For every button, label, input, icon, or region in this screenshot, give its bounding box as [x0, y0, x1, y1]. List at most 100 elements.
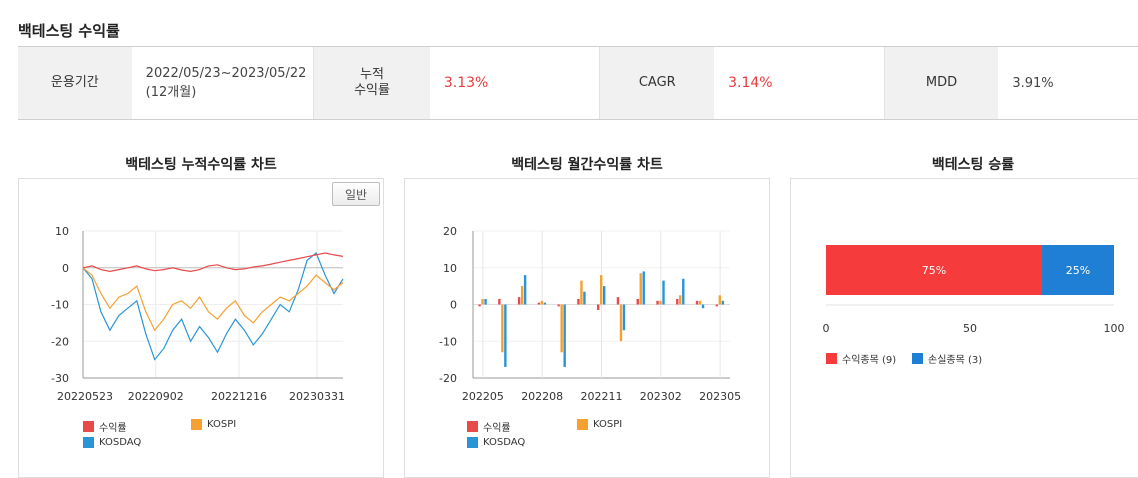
x-tick-label: 20221216 [211, 390, 267, 403]
legend-returns: 수익률 [467, 419, 511, 434]
y-tick-label: 0 [450, 299, 457, 312]
bar-KOSPI-202207 [520, 286, 524, 305]
legend-swatch [826, 353, 837, 364]
x-tick-label: 202305 [699, 390, 741, 403]
bar-KOSDAQ-202208 [543, 302, 547, 305]
legend-win: 수익종목 (9) [826, 351, 896, 366]
mdd-value: 3.91% [1012, 75, 1054, 91]
period-months: (12개월) [145, 85, 197, 100]
bar-수익률-202208 [537, 302, 541, 305]
bar-KOSDAQ-202211 [603, 286, 606, 305]
bar-KOSPI-202303 [679, 295, 682, 305]
bar-수익률-202302 [656, 300, 659, 305]
x-tick-label: 202208 [521, 390, 563, 403]
winrate-chart: 75% 25% 0 50 100 [823, 245, 1125, 335]
y-tick-label: -10 [439, 335, 457, 348]
bar-label: 25% [1066, 264, 1090, 277]
bar-KOSPI-202304 [698, 300, 702, 305]
y-tick-label: 10 [443, 262, 457, 275]
bar-KOSDAQ-202205 [484, 298, 487, 305]
monthly-chart-title: 백테스팅 월간수익률 차트 [511, 157, 663, 173]
legend-kospi: KOSPI [577, 419, 622, 430]
legend-swatch [912, 353, 923, 364]
bar-수익률-202212 [616, 297, 620, 305]
bar-label: 75% [922, 264, 946, 277]
legend-swatch [467, 421, 478, 432]
y-tick-label: 0 [62, 262, 69, 275]
y-tick-label: 10 [55, 225, 69, 238]
legend-swatch [577, 419, 588, 430]
bar-KOSPI-202212 [619, 304, 623, 342]
x-tick-label: 100 [1104, 322, 1125, 335]
bar-KOSPI-202205 [481, 298, 484, 305]
y-tick-label: -20 [51, 335, 69, 348]
stacked-bar-수익종목 (9) [826, 245, 1042, 295]
bar-수익률-202305 [715, 304, 719, 307]
bar-KOSPI-202305 [718, 295, 722, 305]
y-tick-label: -30 [51, 372, 69, 385]
bar-KOSDAQ-202207 [523, 275, 527, 305]
cagr-value: 3.14% [728, 75, 773, 91]
bar-수익률-202205 [478, 304, 481, 307]
winrate-chart-title: 백테스팅 승률 [931, 157, 1015, 173]
bar-KOSDAQ-202212 [622, 304, 626, 331]
x-tick-label: 20220902 [128, 390, 184, 403]
bar-수익률-202301 [636, 298, 639, 305]
legend-swatch [83, 437, 94, 448]
bar-수익률-202210 [577, 298, 580, 305]
cumulative-chart-panel: 일반 10 0 -10 -20 -30 20220523 20220902 20221216 2… [18, 178, 384, 478]
bar-수익률-202207 [517, 297, 521, 305]
x-tick-label: 202211 [581, 390, 623, 403]
x-tick-label: 20220523 [57, 390, 113, 403]
x-tick-label: 202302 [640, 390, 682, 403]
monthly-chart: 20 10 0 -10 -20 202205 202208 202211 202302 20230… [439, 225, 741, 403]
bar-KOSDAQ-202210 [583, 291, 586, 305]
legend-kospi: KOSPI [191, 419, 236, 430]
legend-swatch [191, 419, 202, 430]
period-label: 운용기간 [18, 47, 132, 119]
chart-mode-button[interactable]: 일반 [332, 182, 380, 206]
bar-KOSDAQ-202305 [721, 300, 725, 305]
series-line-수익률 [82, 252, 344, 273]
x-tick-label: 0 [823, 322, 830, 335]
x-tick-label: 20230331 [289, 390, 345, 403]
cumulative-return-value: 3.13% [443, 75, 489, 91]
bar-수익률-202211 [597, 304, 600, 311]
monthly-chart-panel: 20 10 0 -10 -20 202205 202208 202211 202302 20230… [404, 178, 770, 478]
bar-KOSPI-202211 [600, 275, 603, 305]
cumulative-chart-title: 백테스팅 누적수익률 차트 [125, 157, 277, 173]
period-range: 2022/05/23~2023/05/22 [145, 66, 307, 81]
page-title: 백테스팅 수익률 [18, 22, 120, 40]
series-line-KOSDAQ [82, 252, 344, 361]
period-value: 2022/05/23~2023/05/22 (12개월) [132, 47, 314, 119]
cumulative-chart: 10 0 -10 -20 -30 20220523 20220902 20221216 2023… [51, 225, 345, 403]
bar-KOSDAQ-202302 [662, 280, 665, 305]
y-tick-label: -20 [439, 372, 457, 385]
bar-KOSDAQ-202206 [504, 304, 507, 367]
summary-table: 운용기간 2022/05/23~2023/05/22 (12개월) 누적 수익률… [18, 46, 1138, 120]
bar-KOSPI-202302 [659, 300, 662, 305]
bar-KOSPI-202206 [501, 304, 504, 353]
legend-kosdaq: KOSDAQ [83, 437, 141, 448]
legend-loss: 손실종목 (3) [912, 351, 982, 366]
bar-KOSDAQ-202304 [701, 304, 705, 309]
legend-swatch [467, 437, 478, 448]
mdd-label: MDD [883, 47, 999, 119]
bar-수익률-202206 [498, 298, 501, 305]
x-tick-label: 50 [963, 322, 977, 335]
y-tick-label: -10 [51, 299, 69, 312]
stacked-bar-손실종목 (3) [1042, 245, 1114, 295]
legend-swatch [83, 421, 94, 432]
bar-KOSPI-202210 [580, 280, 583, 305]
bar-수익률-202304 [695, 300, 699, 305]
x-tick-label: 202205 [462, 390, 504, 403]
series-line-KOSPI [82, 267, 344, 332]
bar-KOSDAQ-202303 [682, 278, 685, 305]
bar-KOSDAQ-202209 [563, 304, 566, 367]
bar-KOSDAQ-202301 [642, 271, 645, 305]
bar-KOSPI-202209 [560, 304, 563, 353]
legend-kosdaq: KOSDAQ [467, 437, 525, 448]
cumulative-return-label: 누적 수익률 [313, 47, 430, 119]
cagr-label: CAGR [599, 47, 715, 119]
bar-수익률-202209 [557, 304, 560, 307]
